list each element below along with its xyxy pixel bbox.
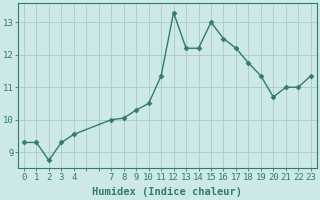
X-axis label: Humidex (Indice chaleur): Humidex (Indice chaleur): [92, 187, 242, 197]
